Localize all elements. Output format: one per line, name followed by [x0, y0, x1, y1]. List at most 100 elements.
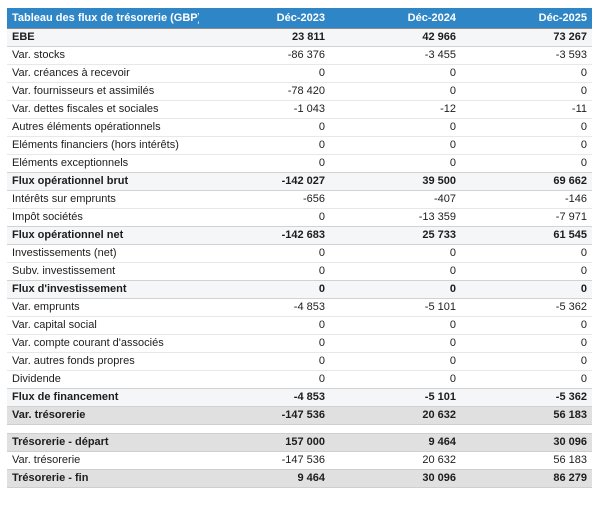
- row-value: 20 632: [330, 450, 461, 469]
- cash-flow-report: Tableau des flux de trésorerie (GBP) Déc…: [7, 8, 592, 488]
- row-value: -147 536: [199, 450, 330, 469]
- row-value: 0: [461, 351, 592, 370]
- table-row: Flux opérationnel brut -142 027 39 500 6…: [7, 171, 592, 191]
- row-value: -7 971: [461, 207, 592, 226]
- row-label: Var. trésorerie: [7, 450, 199, 469]
- row-value: -12: [330, 99, 461, 118]
- row-value: 0: [199, 117, 330, 136]
- row-value: -86 376: [199, 45, 330, 64]
- section-gap: [7, 424, 592, 433]
- table-row: Var. créances à recevoir 0 0 0: [7, 63, 592, 82]
- row-value: 0: [330, 153, 461, 172]
- row-value: 0: [330, 261, 461, 280]
- row-value: 0: [199, 369, 330, 388]
- column-header-dec-2023: Déc-2023: [199, 8, 330, 29]
- table-row: Var. compte courant d'associés 0 0 0: [7, 333, 592, 352]
- table-row: Impôt sociétés 0 -13 359 -7 971: [7, 207, 592, 226]
- row-value: 61 545: [461, 225, 592, 245]
- table-row: Flux d'investissement 0 0 0: [7, 279, 592, 299]
- row-value: 0: [461, 63, 592, 82]
- row-value: -656: [199, 189, 330, 208]
- column-header-dec-2024: Déc-2024: [330, 8, 461, 29]
- table-row: Var. stocks -86 376 -3 455 -3 593: [7, 45, 592, 64]
- row-value: 0: [330, 369, 461, 388]
- row-label: Flux opérationnel net: [7, 225, 199, 245]
- row-value: 0: [461, 135, 592, 154]
- row-value: 0: [330, 315, 461, 334]
- row-value: -147 536: [199, 405, 330, 425]
- row-label: Var. dettes fiscales et sociales: [7, 99, 199, 118]
- row-value: 0: [330, 63, 461, 82]
- row-value: 20 632: [330, 405, 461, 425]
- row-value: 25 733: [330, 225, 461, 245]
- table-body: EBE 23 811 42 966 73 267 Var. stocks -86…: [7, 28, 592, 488]
- row-value: 0: [330, 279, 461, 299]
- row-value: -78 420: [199, 81, 330, 100]
- row-value: 0: [199, 261, 330, 280]
- table-row: Var. trésorerie -147 536 20 632 56 183: [7, 450, 592, 469]
- row-value: 0: [330, 117, 461, 136]
- row-label: Var. stocks: [7, 45, 199, 64]
- row-value: 0: [199, 153, 330, 172]
- row-value: 0: [461, 81, 592, 100]
- row-value: -142 027: [199, 171, 330, 191]
- row-value: 30 096: [330, 468, 461, 488]
- row-value: 9 464: [330, 432, 461, 452]
- cash-flow-table: Tableau des flux de trésorerie (GBP) Déc…: [7, 8, 592, 488]
- row-value: 0: [199, 207, 330, 226]
- row-value: 0: [199, 315, 330, 334]
- row-value: 73 267: [461, 28, 592, 47]
- row-value: -11: [461, 99, 592, 118]
- row-value: 0: [330, 333, 461, 352]
- row-value: -4 853: [199, 387, 330, 407]
- table-row: Flux opérationnel net -142 683 25 733 61…: [7, 225, 592, 245]
- section-gap-cell: [7, 424, 592, 433]
- table-row: Var. capital social 0 0 0: [7, 315, 592, 334]
- row-label: Var. compte courant d'associés: [7, 333, 199, 352]
- row-label: Var. capital social: [7, 315, 199, 334]
- row-value: 30 096: [461, 432, 592, 452]
- table-header-row: Tableau des flux de trésorerie (GBP) Déc…: [7, 8, 592, 29]
- row-label: Eléments exceptionnels: [7, 153, 199, 172]
- row-value: -3 455: [330, 45, 461, 64]
- table-row: Var. dettes fiscales et sociales -1 043 …: [7, 99, 592, 118]
- row-value: -142 683: [199, 225, 330, 245]
- table-row: Var. autres fonds propres 0 0 0: [7, 351, 592, 370]
- row-label: Investissements (net): [7, 243, 199, 262]
- row-value: 56 183: [461, 405, 592, 425]
- row-value: 0: [461, 279, 592, 299]
- table-row: Eléments financiers (hors intérêts) 0 0 …: [7, 135, 592, 154]
- row-value: 0: [199, 279, 330, 299]
- table-row: EBE 23 811 42 966 73 267: [7, 28, 592, 47]
- row-value: 0: [461, 117, 592, 136]
- table-row: Flux de financement -4 853 -5 101 -5 362: [7, 387, 592, 407]
- row-value: 56 183: [461, 450, 592, 469]
- table-row: Investissements (net) 0 0 0: [7, 243, 592, 262]
- row-value: -13 359: [330, 207, 461, 226]
- row-value: 0: [199, 351, 330, 370]
- row-value: 23 811: [199, 28, 330, 47]
- row-value: 0: [199, 63, 330, 82]
- table-row: Dividende 0 0 0: [7, 369, 592, 388]
- row-label: Dividende: [7, 369, 199, 388]
- row-value: 0: [461, 261, 592, 280]
- row-value: 0: [461, 315, 592, 334]
- row-label: Subv. investissement: [7, 261, 199, 280]
- row-value: -5 362: [461, 387, 592, 407]
- row-value: 39 500: [330, 171, 461, 191]
- row-label: EBE: [7, 28, 199, 47]
- row-value: 0: [199, 243, 330, 262]
- row-value: 0: [330, 351, 461, 370]
- row-label: Var. fournisseurs et assimilés: [7, 81, 199, 100]
- row-label: Flux de financement: [7, 387, 199, 407]
- row-value: 42 966: [330, 28, 461, 47]
- row-value: 157 000: [199, 432, 330, 452]
- table-title: Tableau des flux de trésorerie (GBP): [7, 8, 199, 29]
- row-value: -1 043: [199, 99, 330, 118]
- column-header-dec-2025: Déc-2025: [461, 8, 592, 29]
- table-row: Subv. investissement 0 0 0: [7, 261, 592, 280]
- row-value: 9 464: [199, 468, 330, 488]
- row-value: 0: [461, 153, 592, 172]
- row-label: Var. emprunts: [7, 297, 199, 316]
- row-value: -146: [461, 189, 592, 208]
